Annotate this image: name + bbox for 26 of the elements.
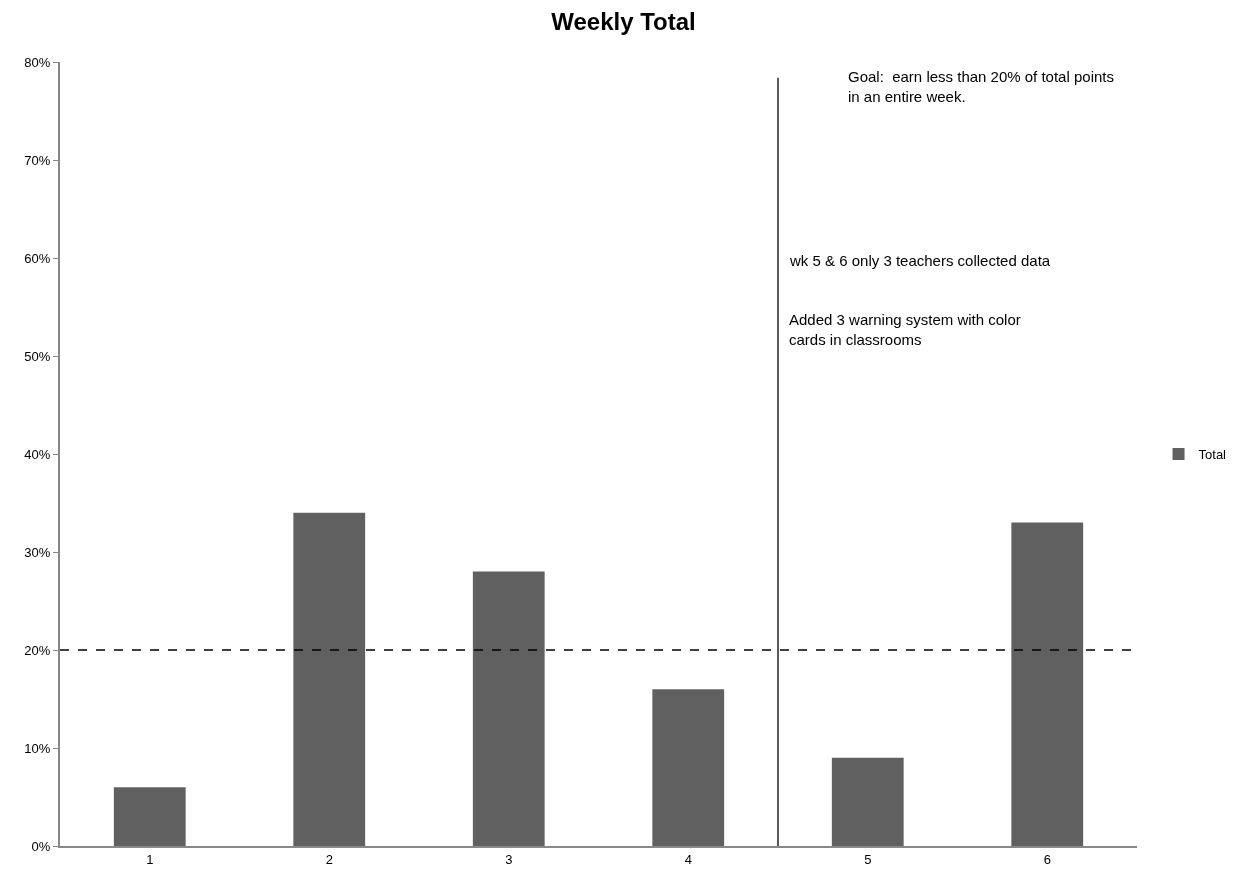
y-tick-label: 70% — [24, 152, 51, 168]
bar — [293, 512, 366, 846]
legend-label: Total — [1198, 447, 1227, 463]
bar — [1011, 522, 1084, 846]
bar — [113, 787, 186, 846]
y-tick-label: 10% — [24, 740, 51, 756]
y-tick-label: 20% — [24, 642, 51, 658]
y-tick-label: 60% — [24, 250, 51, 266]
x-tick-label: 6 — [1043, 851, 1051, 867]
annotation: wk 5 & 6 only 3 teachers collected data — [789, 252, 1051, 269]
y-tick-label: 40% — [24, 446, 51, 462]
annotation: Added 3 warning system with color cards in classrooms — [789, 311, 1021, 348]
bar — [472, 571, 545, 846]
y-tick-label: 80% — [24, 54, 51, 70]
x-tick-label: 2 — [325, 851, 333, 867]
y-tick-label: 30% — [24, 544, 51, 560]
chart-title: Weekly Total — [551, 8, 696, 36]
x-tick-label: 3 — [505, 851, 513, 867]
x-tick-label: 1 — [146, 851, 154, 867]
y-tick-label: 0% — [31, 838, 51, 854]
x-tick-label: 5 — [864, 851, 872, 867]
annotation: Goal: earn less than 20% of total points in an entire week. — [848, 68, 1114, 105]
bar — [652, 689, 725, 846]
y-tick-label: 50% — [24, 348, 51, 364]
bar — [831, 757, 904, 846]
x-tick-label: 4 — [684, 851, 692, 867]
